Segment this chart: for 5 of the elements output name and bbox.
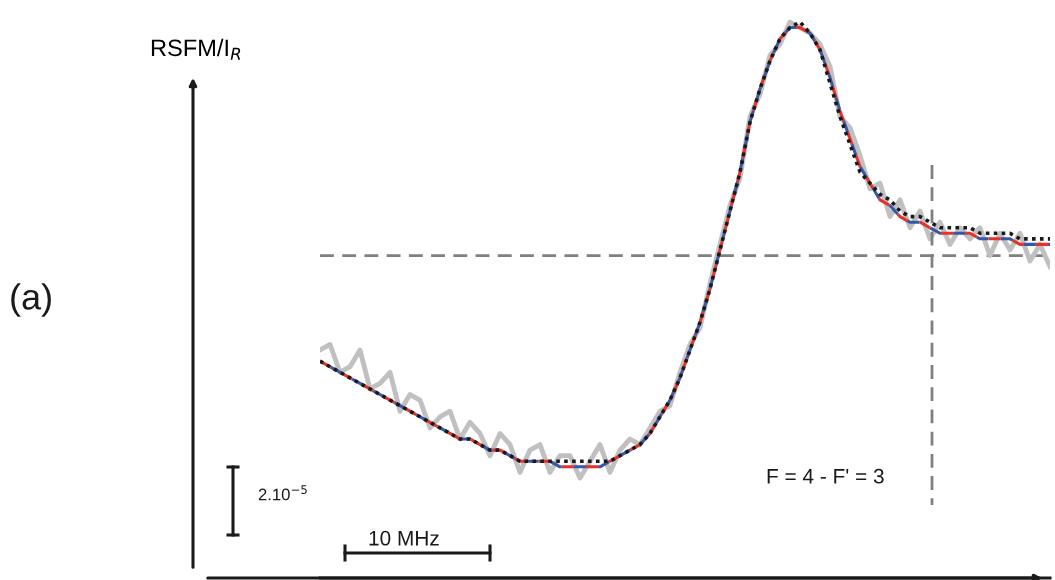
y-axis-title: RSFM/I$_{R}$ [151, 38, 241, 60]
annotation: 10 MHz [369, 530, 439, 546]
annotation: F = 4 - F' = 3 [767, 468, 884, 484]
text: (a) [11, 283, 51, 317]
text: 2.10$^{−5}$ [258, 485, 307, 501]
